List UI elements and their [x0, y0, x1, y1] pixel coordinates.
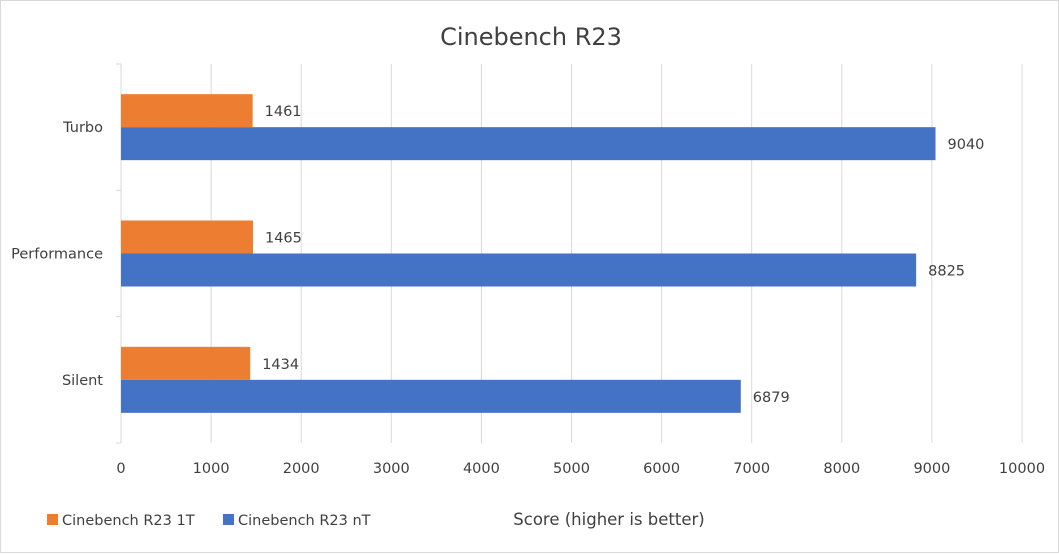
x-axis-ticks: 0 1000 2000 3000 4000 5000 6000 7000 8000 9000 100…	[116, 461, 1045, 477]
x-axis-title: Score (higher is better)	[513, 510, 704, 529]
data-labels: 1461 9040 1465 8825 1434 6879	[262, 104, 984, 406]
data-label: 9040	[948, 137, 985, 153]
data-label: 8825	[928, 264, 965, 280]
legend-swatch	[47, 514, 58, 525]
x-tick-label: 2000	[283, 461, 320, 477]
bar	[121, 253, 917, 287]
data-label: 1465	[265, 231, 302, 247]
category-axis	[116, 63, 122, 444]
x-tick-label: 4000	[463, 461, 500, 477]
data-label: 1434	[262, 357, 299, 373]
x-tick-label: 9000	[913, 461, 950, 477]
legend-label: Cinebench R23 nT	[238, 513, 371, 529]
category-label: Silent	[62, 373, 103, 389]
x-tick-label: 6000	[643, 461, 680, 477]
x-tick-label: 3000	[373, 461, 410, 477]
x-tick-label: 5000	[553, 461, 590, 477]
x-tick-label: 1000	[193, 461, 230, 477]
legend-label: Cinebench R23 1T	[62, 513, 195, 529]
data-label: 6879	[753, 390, 790, 406]
x-tick-label: 0	[116, 461, 125, 477]
category-label: Performance	[11, 247, 103, 263]
bar	[121, 94, 253, 128]
legend-swatch	[223, 514, 234, 525]
x-tick-label: 8000	[823, 461, 860, 477]
category-label: Turbo	[62, 120, 103, 136]
x-tick-label: 7000	[733, 461, 770, 477]
chart-title: Cinebench R23	[440, 23, 622, 51]
bar	[121, 127, 936, 161]
bar	[121, 346, 251, 380]
bar	[121, 220, 253, 254]
bars	[121, 94, 936, 413]
category-labels: Turbo Performance Silent	[11, 120, 103, 389]
legend: Cinebench R23 1T Cinebench R23 nT	[47, 513, 371, 529]
bar	[121, 379, 741, 413]
data-label: 1461	[265, 104, 302, 120]
x-tick-label: 10000	[999, 461, 1045, 477]
